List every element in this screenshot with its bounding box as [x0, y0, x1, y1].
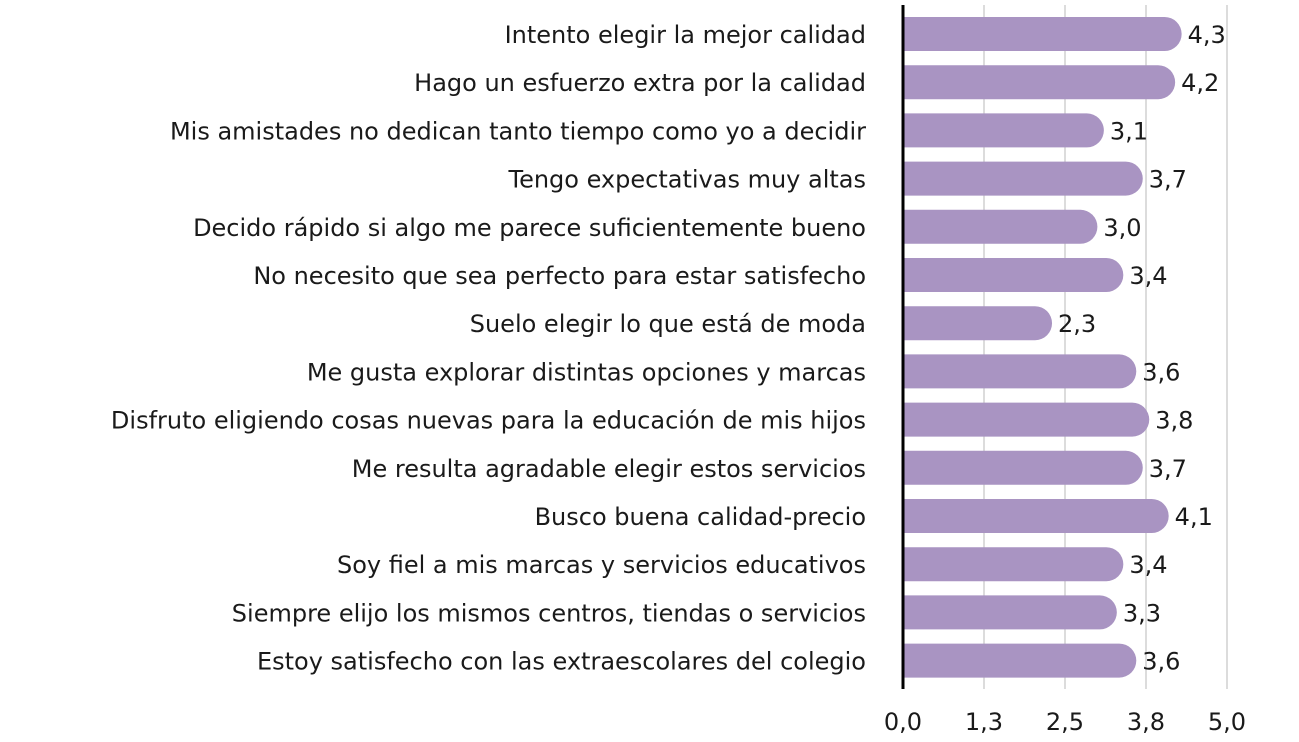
category-label: Hago un esfuerzo extra por la calidad: [414, 69, 866, 97]
data-label: 3,6: [1142, 358, 1180, 386]
bar: [903, 306, 1053, 341]
bar: [903, 65, 1176, 100]
x-tick-label: 2,5: [1046, 708, 1084, 736]
bar: [903, 595, 1117, 630]
data-label: 3,6: [1142, 648, 1180, 676]
bar: [903, 547, 1124, 582]
bar: [903, 402, 1150, 437]
category-label: Tengo expectativas muy altas: [507, 166, 866, 194]
x-tick-label: 1,3: [965, 708, 1003, 736]
bar: [903, 113, 1104, 148]
category-label: Siempre elijo los mismos centros, tienda…: [232, 599, 866, 627]
data-label: 3,1: [1110, 117, 1148, 145]
category-label: Decido rápido si algo me parece suficien…: [193, 214, 866, 242]
category-label: Busco buena calidad-precio: [535, 503, 866, 531]
bar: [903, 450, 1143, 485]
category-label: Suelo elegir lo que está de moda: [470, 310, 866, 338]
category-label: Estoy satisfecho con las extraescolares …: [257, 648, 866, 676]
data-label: 3,4: [1129, 551, 1167, 579]
category-label: Mis amistades no dedican tanto tiempo co…: [170, 117, 866, 145]
data-label: 4,1: [1175, 503, 1213, 531]
data-label: 4,2: [1181, 69, 1219, 97]
category-label: Intento elegir la mejor calidad: [505, 21, 866, 49]
bar: [903, 17, 1182, 51]
bar: [903, 354, 1137, 389]
data-label: 3,7: [1149, 455, 1187, 483]
data-label: 3,8: [1155, 407, 1193, 435]
data-label: 2,3: [1058, 310, 1096, 338]
bar: [903, 161, 1143, 196]
category-label: Me gusta explorar distintas opciones y m…: [307, 358, 866, 386]
data-label: 3,4: [1129, 262, 1167, 290]
data-label: 3,3: [1123, 599, 1161, 627]
x-tick-label: 0,0: [884, 708, 922, 736]
category-label: No necesito que sea perfecto para estar …: [253, 262, 866, 290]
category-label: Soy fiel a mis marcas y servicios educat…: [337, 551, 866, 579]
data-label: 3,0: [1103, 214, 1141, 242]
x-tick-label: 3,8: [1127, 708, 1165, 736]
x-tick-label: 5,0: [1208, 708, 1246, 736]
category-label: Me resulta agradable elegir estos servic…: [352, 455, 866, 483]
bar: [903, 643, 1137, 678]
bar: [903, 499, 1169, 533]
bar: [903, 209, 1098, 244]
bar: [903, 258, 1124, 292]
data-label: 3,7: [1149, 166, 1187, 194]
data-label: 4,3: [1188, 21, 1226, 49]
category-label: Disfruto eligiendo cosas nuevas para la …: [111, 407, 866, 435]
